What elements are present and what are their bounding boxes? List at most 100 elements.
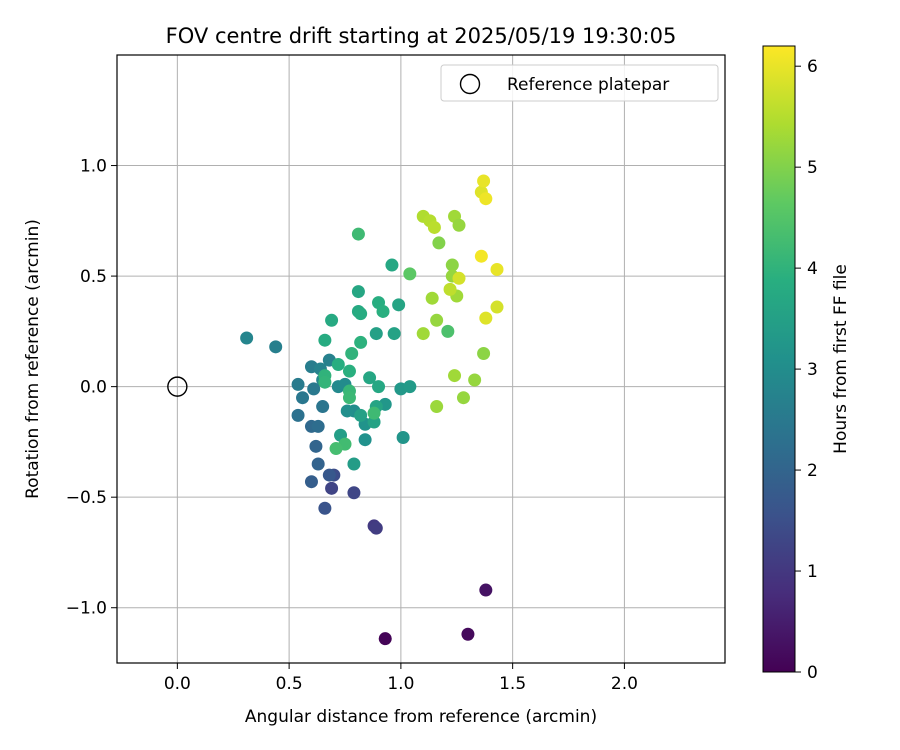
data-point <box>342 391 356 405</box>
data-point <box>425 291 439 305</box>
colorbar: 0 1 2 3 4 5 6 Hours from first FF file <box>762 45 851 683</box>
colorbar-tick-label: 2 <box>807 461 818 481</box>
x-tick-label: 2.0 <box>611 674 638 694</box>
x-tick-label: 1.5 <box>499 674 526 694</box>
plot-frame <box>116 54 726 664</box>
data-point <box>432 236 446 250</box>
chart-title: FOV centre drift starting at 2025/05/19 … <box>166 24 677 48</box>
data-point <box>325 313 339 327</box>
x-axis-label: Angular distance from reference (arcmin) <box>245 707 597 727</box>
data-point <box>318 375 332 389</box>
data-point <box>392 298 406 312</box>
data-point <box>385 258 399 272</box>
data-point <box>376 304 390 318</box>
colorbar-tick-label: 5 <box>807 158 818 178</box>
data-point <box>363 371 377 385</box>
data-point <box>291 377 305 391</box>
data-point <box>396 430 410 444</box>
data-point <box>443 282 457 296</box>
data-point <box>430 313 444 327</box>
data-point <box>322 468 336 482</box>
data-point <box>354 408 368 422</box>
legend-marker-icon <box>459 73 481 95</box>
data-point <box>456 391 470 405</box>
colorbar-tick-label: 6 <box>807 57 818 77</box>
data-point <box>372 380 386 394</box>
data-point <box>367 406 381 420</box>
data-point <box>378 632 392 646</box>
data-point <box>240 331 254 345</box>
data-point <box>452 218 466 232</box>
data-point <box>311 419 325 433</box>
data-point <box>479 311 493 325</box>
data-point <box>291 408 305 422</box>
colorbar-tick-label: 1 <box>807 562 818 582</box>
data-point <box>309 439 323 453</box>
data-point <box>296 391 310 405</box>
data-point <box>318 333 332 347</box>
reference-platepar-marker <box>167 376 188 397</box>
data-point <box>369 327 383 341</box>
colorbar-tick-label: 0 <box>807 663 818 683</box>
data-point <box>490 262 504 276</box>
colorbar-label: Hours from first FF file <box>831 264 851 454</box>
data-point <box>340 404 354 418</box>
colorbar-tick-label: 4 <box>807 259 818 279</box>
data-point <box>311 457 325 471</box>
x-tick-label: 0.5 <box>276 674 303 694</box>
data-point <box>477 174 491 188</box>
colorbar-ticks: 0 1 2 3 4 5 6 <box>795 57 818 683</box>
y-tick-label: −0.5 <box>66 488 107 508</box>
data-point <box>331 358 345 372</box>
y-tick-label: 0.0 <box>80 378 107 398</box>
data-point <box>347 486 361 500</box>
y-tick-label: −1.0 <box>66 599 107 619</box>
data-point <box>358 433 372 447</box>
legend: Reference platepar <box>440 64 719 102</box>
data-point <box>461 627 475 641</box>
x-tick-label: 1.0 <box>387 674 414 694</box>
data-point <box>318 501 332 515</box>
data-point <box>387 327 401 341</box>
data-point <box>441 324 455 338</box>
data-point <box>479 583 493 597</box>
data-point <box>430 400 444 414</box>
colorbar-gradient <box>762 45 796 673</box>
y-axis-label: Rotation from reference (arcmin) <box>23 219 43 499</box>
data-point <box>474 249 488 263</box>
data-point <box>477 346 491 360</box>
data-point <box>445 258 459 272</box>
data-point <box>316 400 330 414</box>
legend-box <box>440 64 719 102</box>
data-point <box>345 346 359 360</box>
data-point <box>307 382 321 396</box>
data-point <box>347 457 361 471</box>
data-point <box>351 227 365 241</box>
data-point <box>342 364 356 378</box>
grid-lines <box>117 55 725 663</box>
legend-label: Reference platepar <box>507 75 669 95</box>
data-point <box>269 340 283 354</box>
data-point <box>468 373 482 387</box>
data-point <box>354 307 368 321</box>
data-point <box>304 475 318 489</box>
x-axis-ticks: 0.0 0.5 1.0 1.5 2.0 <box>164 663 638 694</box>
data-point <box>452 271 466 285</box>
y-tick-label: 0.5 <box>80 267 107 287</box>
data-point <box>329 442 343 456</box>
data-point <box>479 192 493 206</box>
data-point <box>427 220 441 234</box>
y-tick-label: 1.0 <box>80 157 107 177</box>
data-point <box>448 369 462 383</box>
data-point <box>403 380 417 394</box>
data-point <box>490 300 504 314</box>
data-point <box>369 521 383 535</box>
y-axis-ticks: −1.0 −0.5 0.0 0.5 1.0 <box>66 157 117 619</box>
data-points <box>240 174 504 646</box>
colorbar-tick-label: 3 <box>807 360 818 380</box>
data-point <box>325 481 339 495</box>
data-point <box>403 267 417 281</box>
data-point <box>354 335 368 349</box>
data-point <box>351 285 365 299</box>
